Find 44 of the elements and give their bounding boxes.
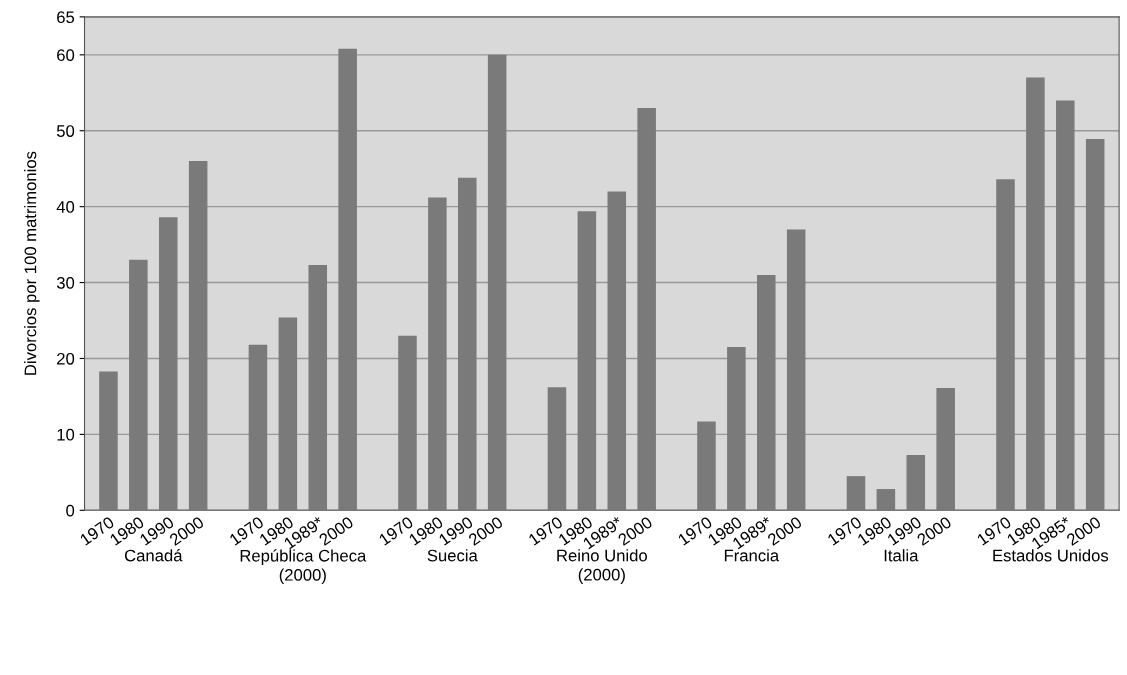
bar [547, 387, 567, 511]
bar [338, 48, 357, 511]
text: Canadá [124, 548, 183, 562]
bar [1026, 77, 1045, 511]
bar [876, 489, 896, 511]
y-tick-label: 10 [57, 428, 75, 441]
bar [906, 454, 926, 511]
bar [248, 344, 268, 511]
bar [457, 177, 477, 511]
text: República Checa (2000) [240, 549, 367, 585]
y-tick-label: 30 [56, 276, 75, 289]
bar [786, 229, 806, 511]
text: Reino Unido (2000) [557, 549, 647, 584]
bar [129, 259, 148, 511]
bar [846, 476, 866, 511]
y-tick-label: 40 [56, 201, 75, 213]
bar [727, 347, 746, 511]
bar [607, 191, 627, 511]
text: Estados Unidos [993, 549, 1109, 562]
bar [188, 161, 208, 511]
bar [757, 274, 776, 511]
bar [1056, 100, 1075, 511]
text: Francia [724, 549, 780, 562]
bar [278, 317, 298, 511]
bar [428, 197, 447, 511]
bar [996, 179, 1015, 511]
y-tick-label: 50 [56, 125, 75, 137]
y-tick-label: 65 [57, 11, 75, 24]
bar [577, 211, 597, 511]
text: Italia [884, 549, 919, 562]
y-axis-title: Divorcios por 100 matrimonios [24, 151, 40, 375]
bar [487, 54, 507, 511]
text: Suecia [427, 549, 478, 562]
y-tick-label: 60 [57, 49, 75, 62]
y-tick-label: 20 [57, 352, 75, 365]
bar [308, 265, 328, 511]
bar [637, 107, 656, 511]
y-tick-label: 0 [66, 504, 75, 517]
bar [158, 217, 178, 511]
bar [697, 421, 716, 511]
bar [398, 335, 417, 511]
bar [99, 371, 118, 511]
bar [936, 388, 955, 511]
bar [1085, 139, 1105, 511]
